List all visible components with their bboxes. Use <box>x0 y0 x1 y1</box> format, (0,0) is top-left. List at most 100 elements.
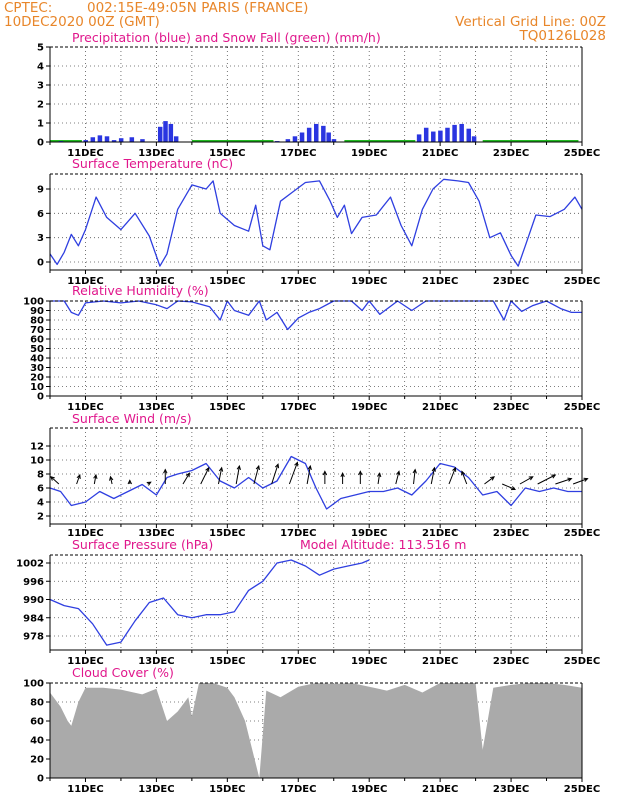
wind-arrow-head <box>185 472 190 478</box>
precip-bar <box>118 138 124 142</box>
y-tick-label: 20 <box>30 755 44 766</box>
precip-bar <box>111 140 117 142</box>
series-line <box>49 455 582 510</box>
x-tick-label: 17DEC <box>280 148 316 159</box>
header-source: CPTEC: <box>4 0 52 16</box>
y-tick-label: 6 <box>37 209 44 220</box>
wind-arrow-head <box>490 476 495 481</box>
wind-arrow <box>182 472 190 485</box>
panel-5: Surface Pressure (hPa) Model Altitude: 11… <box>16 537 600 667</box>
wind-arrow-head <box>307 464 312 470</box>
wind-arrow <box>430 467 435 485</box>
precip-bar <box>83 140 88 142</box>
y-tick-label: 100 <box>23 297 44 308</box>
x-tick-label: 11DEC <box>67 784 103 795</box>
wind-arrow <box>484 476 495 485</box>
wind-arrow-head <box>377 472 382 478</box>
wind-arrow-head <box>93 473 98 479</box>
wind-arrow <box>235 465 240 485</box>
precip-bar <box>306 127 312 142</box>
precip-bar <box>299 132 305 142</box>
x-tick-label: 15DEC <box>209 528 245 539</box>
panel-title: Surface Pressure (hPa) <box>72 537 213 552</box>
wind-arrow-head <box>50 476 55 481</box>
precip-bar <box>163 121 168 142</box>
wind-arrow <box>306 465 311 485</box>
wind-arrow-head <box>412 468 417 474</box>
x-tick-label: 11DEC <box>67 148 103 159</box>
wind-arrow-head <box>583 477 589 482</box>
precip-bar <box>168 123 174 142</box>
x-tick-label: 21DEC <box>422 402 458 413</box>
x-tick-label: 13DEC <box>138 276 174 287</box>
wind-arrow-head <box>127 479 132 485</box>
y-tick-label: 1 <box>37 119 44 130</box>
x-tick-label: 15DEC <box>209 276 245 287</box>
x-tick-label: 21DEC <box>422 528 458 539</box>
wind-arrow <box>288 462 298 485</box>
y-tick-label: 12 <box>30 442 44 453</box>
wind-arrow <box>76 474 81 485</box>
wind-arrow <box>448 467 456 485</box>
y-tick-label: 4 <box>37 498 44 509</box>
x-tick-label: 17DEC <box>280 656 316 667</box>
x-tick-label: 13DEC <box>138 148 174 159</box>
header-location: 002:15E-49:05N PARIS (FRANCE) <box>87 0 308 16</box>
wind-arrow-head <box>236 464 241 470</box>
wind-arrow-head <box>163 468 168 474</box>
panel-2: Surface Temperature (nC) 0 3 6 9 11DEC 13DEC 15… <box>37 156 600 287</box>
panel-title: Surface Wind (m/s) <box>72 411 192 426</box>
x-tick-label: 17DEC <box>280 402 316 413</box>
y-tick-label: 50 <box>30 344 44 355</box>
y-tick-label: 30 <box>30 363 44 374</box>
y-tick-label: 3 <box>37 233 44 244</box>
y-tick-label: 1002 <box>16 559 44 570</box>
wind-arrow-head <box>452 466 457 472</box>
panel-6: Cloud Cover (%) 0 20 40 60 80 100 11DEC 13DEC 15D… <box>23 665 600 795</box>
wind-arrow <box>217 467 223 485</box>
wind-arrow <box>50 476 60 485</box>
x-tick-label: 15DEC <box>209 402 245 413</box>
wind-arrow <box>109 476 113 485</box>
wind-arrow-head <box>76 473 81 480</box>
panel-3: Relative Humidity (%) 0102030405060708090… <box>23 283 600 413</box>
wind-arrow <box>377 473 381 485</box>
wind-arrow <box>519 476 533 485</box>
y-tick-label: 80 <box>30 316 44 327</box>
y-tick-label: 984 <box>23 613 44 624</box>
precip-bar <box>97 135 103 142</box>
y-tick-label: 90 <box>30 306 44 317</box>
x-tick-label: 11DEC <box>67 402 103 413</box>
wind-arrow <box>200 467 210 485</box>
x-tick-label: 19DEC <box>351 528 387 539</box>
y-tick-label: 60 <box>30 335 44 346</box>
x-tick-label: 21DEC <box>422 276 458 287</box>
y-tick-label: 0 <box>37 258 44 269</box>
x-tick-label: 23DEC <box>493 148 529 159</box>
x-tick-label: 23DEC <box>493 528 529 539</box>
x-tick-label: 19DEC <box>351 148 387 159</box>
precip-bar <box>431 131 436 142</box>
wind-arrow-head <box>340 472 345 478</box>
y-tick-label: 978 <box>23 632 44 643</box>
y-tick-label: 990 <box>23 595 44 606</box>
wind-arrow-head <box>551 474 557 479</box>
panel-1: Precipitation (blue) and Snow Fall (gree… <box>37 30 600 159</box>
x-tick-label: 11DEC <box>67 656 103 667</box>
series-line <box>49 178 583 267</box>
x-tick-label: 17DEC <box>280 528 316 539</box>
wind-arrow <box>413 469 416 485</box>
wind-arrow <box>271 464 279 485</box>
y-tick-label: 0 <box>37 392 44 403</box>
wind-arrow-head <box>431 466 436 472</box>
x-tick-label: 15DEC <box>209 656 245 667</box>
precip-bar <box>90 137 96 142</box>
wind-arrow <box>572 478 588 485</box>
wind-arrow-head <box>510 486 517 491</box>
wind-arrow-head <box>461 470 466 476</box>
x-tick-label: 23DEC <box>493 402 529 413</box>
panel-title: Precipitation (blue) and Snow Fall (gree… <box>72 30 381 45</box>
x-tick-label: 13DEC <box>138 402 174 413</box>
y-tick-label: 0 <box>37 138 44 149</box>
